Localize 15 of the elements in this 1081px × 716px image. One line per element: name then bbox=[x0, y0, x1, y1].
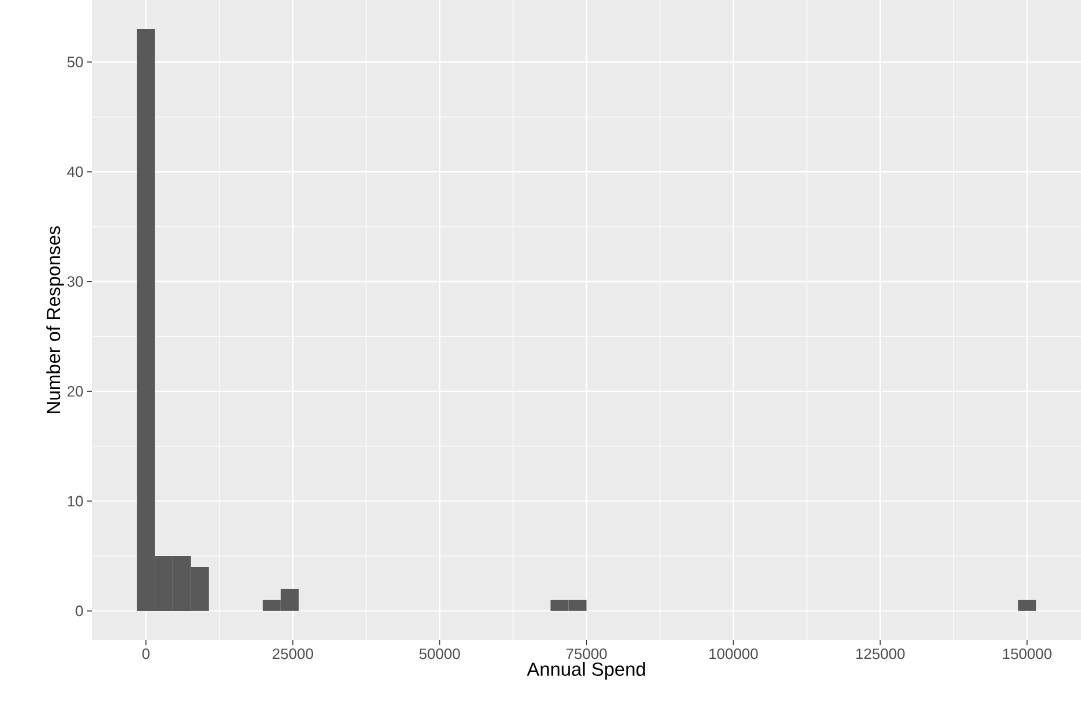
y-tick-label: 30 bbox=[67, 276, 83, 287]
x-tick-label: 100000 bbox=[709, 648, 758, 660]
x-tick-label: 50000 bbox=[419, 648, 460, 660]
x-tick-label: 150000 bbox=[1003, 648, 1052, 660]
y-tick-label: 40 bbox=[67, 166, 83, 178]
x-tick-label: 0 bbox=[142, 648, 150, 660]
y-tick-label: 0 bbox=[75, 605, 83, 617]
x-tick-label: 25000 bbox=[272, 648, 314, 660]
x-tick-label: 75000 bbox=[566, 648, 607, 660]
y-tick-label: 10 bbox=[67, 495, 83, 507]
x-tick-label: 125000 bbox=[856, 648, 905, 660]
y-tick-label: 50 bbox=[67, 56, 83, 68]
x-axis-title: Annual Spend bbox=[526, 661, 645, 680]
y-axis-title: Number of Responses bbox=[46, 226, 64, 413]
y-tick-label: 20 bbox=[67, 386, 83, 397]
